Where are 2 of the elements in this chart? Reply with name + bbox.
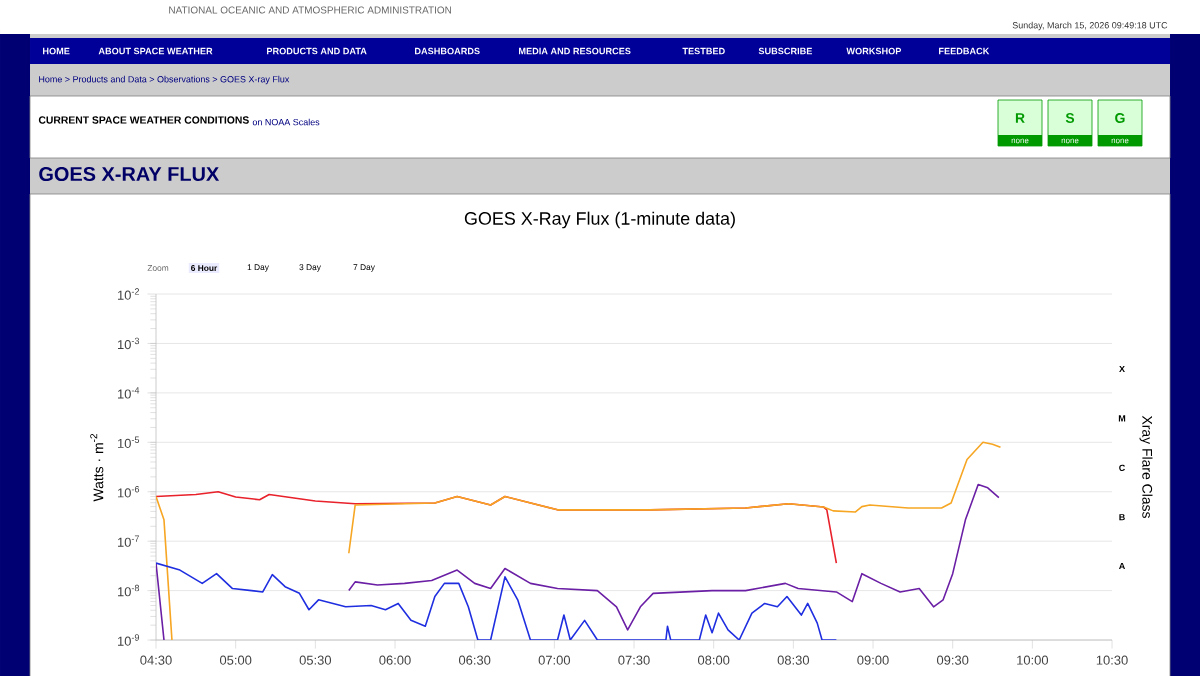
text: GOES X-RAY FLUX <box>39 166 220 182</box>
chart-title: GOES X-Ray Flux (1-minute data) <box>464 211 735 229</box>
